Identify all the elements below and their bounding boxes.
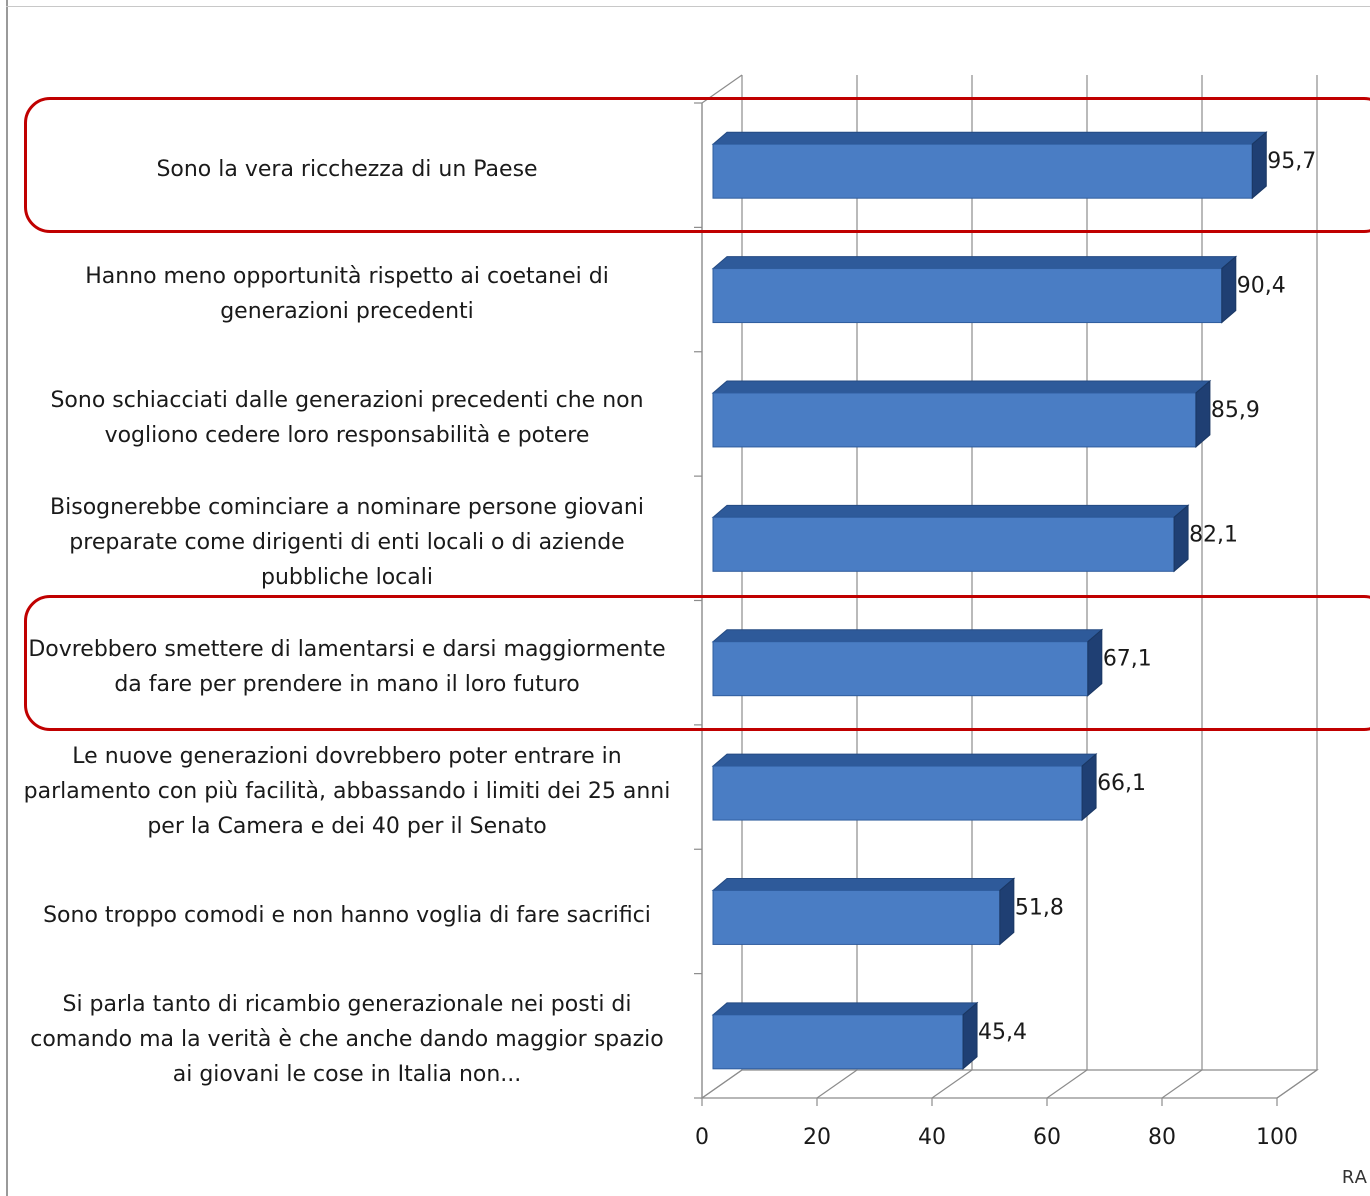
x-tick-label: 40 [918, 1125, 946, 1150]
bar-side-face [999, 877, 1015, 946]
data-label: 82,1 [1189, 522, 1238, 547]
bar-top-face [711, 256, 1238, 270]
x-tick-label: 20 [803, 1125, 831, 1150]
floor-gridline [1161, 1069, 1203, 1099]
data-label: 85,9 [1211, 398, 1260, 423]
category-label: Sono schiacciati dalle generazioni prece… [50, 387, 644, 448]
bar [712, 765, 1083, 821]
bar [712, 392, 1197, 448]
highlight-box [24, 594, 1370, 731]
bar-side-face [1195, 379, 1211, 449]
bar-side-face [962, 1001, 978, 1070]
floor-gridline [701, 1069, 743, 1099]
bar-top-face [711, 380, 1212, 394]
bar-side-face [1173, 504, 1189, 573]
data-label: 66,1 [1097, 771, 1146, 796]
category-label: Sono la vera ricchezza di un Paese [156, 156, 538, 182]
bar [712, 641, 1089, 697]
category-label: Bisognerebbe cominciare a nominare perso… [50, 494, 644, 590]
data-label: 95,7 [1267, 149, 1316, 174]
category-label: Dovrebbero smettere di lamentarsi e dars… [28, 636, 666, 697]
bar-side-face [1081, 752, 1097, 822]
data-label: 51,8 [1015, 895, 1064, 920]
bar-top-face [711, 1002, 979, 1016]
data-label: 45,4 [978, 1020, 1027, 1045]
x-tick-label: 60 [1033, 1125, 1061, 1150]
bar [712, 516, 1175, 572]
floor-gridline [1046, 1069, 1088, 1099]
frame-top-border [6, 6, 1370, 7]
category-label: Si parla tanto di ricambio generazionale… [30, 992, 664, 1088]
data-label: 90,4 [1237, 274, 1286, 299]
bar [712, 1014, 964, 1070]
highlight-box [24, 97, 1370, 234]
bar-top-face [711, 877, 1016, 891]
bar-side-face [1221, 255, 1237, 324]
bar-top-face [711, 753, 1098, 767]
brand-mark: RA [1341, 1167, 1368, 1188]
x-tick-label: 0 [695, 1125, 709, 1150]
data-label: 67,1 [1103, 647, 1152, 672]
x-tick-label: 80 [1148, 1125, 1176, 1150]
bar-top-face [711, 504, 1190, 518]
bar-side-face [1087, 628, 1103, 697]
floor-gridline [931, 1069, 973, 1099]
frame-left-border [6, 0, 8, 1196]
category-label: Le nuove generazioni dovrebbero poter en… [23, 743, 671, 839]
category-label: Hanno meno opportunità rispetto ai coeta… [85, 263, 609, 324]
bar-side-face [1251, 131, 1267, 200]
bar [712, 143, 1253, 199]
category-label: Sono troppo comodi e non hanno voglia di… [43, 902, 651, 928]
bar [712, 268, 1223, 324]
floor-gridline [1276, 1069, 1318, 1099]
bar [712, 889, 1001, 945]
x-tick-label: 100 [1256, 1125, 1298, 1150]
floor-gridline [816, 1069, 858, 1099]
floor-plane [700, 1069, 1319, 1099]
